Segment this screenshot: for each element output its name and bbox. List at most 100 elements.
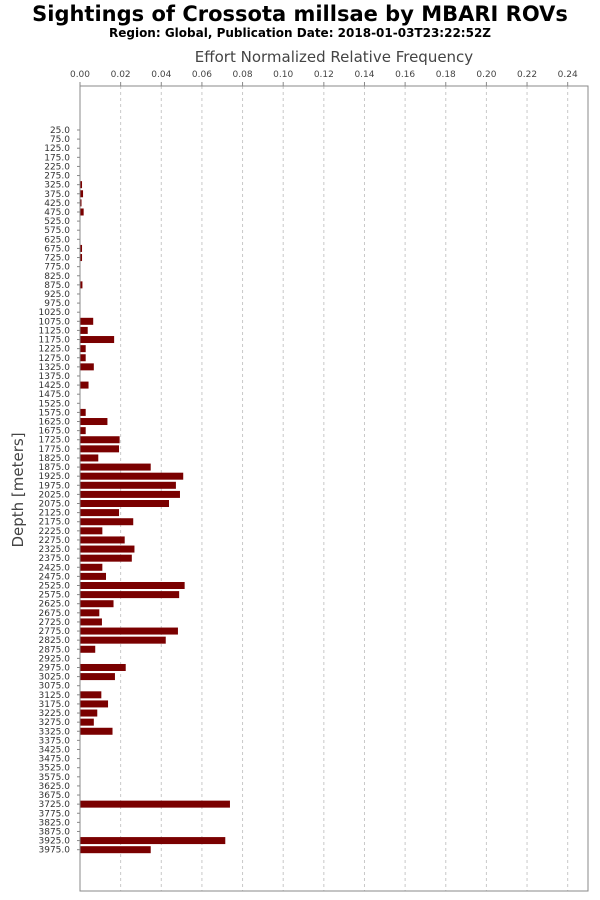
y-tick-label: 2875.0 bbox=[39, 645, 71, 655]
y-tick-label: 3425.0 bbox=[39, 745, 71, 755]
y-tick-label: 1375.0 bbox=[39, 372, 71, 382]
x-tick-label: 0.22 bbox=[517, 70, 537, 80]
bar-1425.0 bbox=[80, 381, 89, 389]
y-tick-label: 425.0 bbox=[44, 199, 70, 209]
y-tick-label: 825.0 bbox=[44, 272, 70, 282]
y-tick-label: 2525.0 bbox=[39, 582, 71, 592]
y-tick-label: 2375.0 bbox=[39, 554, 71, 564]
bar-2825.0 bbox=[80, 636, 166, 644]
bar-1925.0 bbox=[80, 472, 184, 480]
y-tick-label: 2275.0 bbox=[39, 536, 71, 546]
bar-1725.0 bbox=[80, 436, 120, 444]
y-tick-label: 575.0 bbox=[44, 226, 70, 236]
bar-2375.0 bbox=[80, 554, 132, 562]
y-tick-label: 2075.0 bbox=[39, 500, 71, 510]
y-tick-label: 3775.0 bbox=[39, 809, 71, 819]
bar-2775.0 bbox=[80, 627, 178, 635]
y-tick-label: 2325.0 bbox=[39, 545, 71, 555]
bar-3175.0 bbox=[80, 700, 109, 708]
y-tick-label: 3875.0 bbox=[39, 827, 71, 837]
y-tick-label: 925.0 bbox=[44, 290, 70, 300]
y-tick-label: 2975.0 bbox=[39, 663, 71, 673]
y-tick-label: 325.0 bbox=[44, 181, 70, 191]
bar-2025.0 bbox=[80, 490, 180, 498]
y-tick-label: 3825.0 bbox=[39, 818, 71, 828]
bar-2525.0 bbox=[80, 582, 185, 589]
y-tick-label: 2025.0 bbox=[39, 490, 71, 500]
y-tick-label: 1725.0 bbox=[39, 436, 71, 446]
bar-2575.0 bbox=[80, 591, 180, 599]
y-tick-label: 1775.0 bbox=[39, 445, 71, 455]
y-tick-label: 1425.0 bbox=[39, 381, 71, 391]
y-tick-label: 3075.0 bbox=[39, 682, 71, 692]
x-tick-label: 0.04 bbox=[151, 70, 171, 80]
y-tick-label: 1325.0 bbox=[39, 363, 71, 373]
bar-3725.0 bbox=[80, 800, 230, 808]
y-tick-label: 3025.0 bbox=[39, 673, 71, 683]
y-tick-label: 2825.0 bbox=[39, 636, 71, 646]
y-tick-label: 1075.0 bbox=[39, 317, 71, 327]
y-tick-label: 175.0 bbox=[44, 153, 70, 163]
y-tick-label: 3225.0 bbox=[39, 709, 71, 719]
bar-2475.0 bbox=[80, 572, 107, 580]
y-tick-label: 2675.0 bbox=[39, 609, 71, 619]
bar-675.0 bbox=[80, 244, 83, 252]
x-tick-label: 0.10 bbox=[273, 70, 293, 80]
y-tick-label: 1275.0 bbox=[39, 354, 71, 364]
bars bbox=[80, 181, 230, 854]
y-tick-label: 1175.0 bbox=[39, 336, 71, 346]
y-tick-label: 3275.0 bbox=[39, 718, 71, 728]
bar-1875.0 bbox=[80, 463, 151, 471]
bar-375.0 bbox=[80, 190, 84, 198]
y-tick-label: 3525.0 bbox=[39, 764, 71, 774]
bar-2075.0 bbox=[80, 500, 170, 508]
y-tick-label: 225.0 bbox=[44, 162, 70, 172]
y-tick-label: 2625.0 bbox=[39, 600, 71, 610]
x-tick-label: 0.14 bbox=[354, 70, 374, 80]
y-tick-label: 3375.0 bbox=[39, 736, 71, 746]
bar-1075.0 bbox=[80, 317, 94, 325]
y-tick-label: 475.0 bbox=[44, 208, 70, 218]
bar-3925.0 bbox=[80, 837, 226, 845]
y-tick-label: 1575.0 bbox=[39, 408, 71, 418]
y-tick-label: 725.0 bbox=[44, 254, 70, 264]
y-tick-label: 3325.0 bbox=[39, 727, 71, 737]
y-tick-label: 1825.0 bbox=[39, 454, 71, 464]
bar-2675.0 bbox=[80, 609, 100, 617]
bar-3225.0 bbox=[80, 709, 98, 717]
bar-1975.0 bbox=[80, 481, 176, 489]
bar-1325.0 bbox=[80, 363, 94, 371]
chart-title: Sightings of Crossota millsae by MBARI R… bbox=[32, 2, 568, 26]
bar-2225.0 bbox=[80, 527, 103, 535]
y-tick-label: 525.0 bbox=[44, 217, 70, 227]
bar-1575.0 bbox=[80, 408, 86, 416]
y-axis-label: Depth [meters] bbox=[9, 432, 27, 547]
bar-1625.0 bbox=[80, 418, 108, 426]
bar-3975.0 bbox=[80, 846, 151, 854]
y-tick-label: 2225.0 bbox=[39, 527, 71, 537]
bar-1275.0 bbox=[80, 354, 86, 362]
bar-1825.0 bbox=[80, 454, 99, 462]
y-tick-label: 775.0 bbox=[44, 263, 70, 273]
bar-2175.0 bbox=[80, 518, 134, 526]
y-tick-label: 1625.0 bbox=[39, 418, 71, 428]
x-tick-label: 0.24 bbox=[558, 70, 578, 80]
bar-3025.0 bbox=[80, 673, 115, 681]
y-tick-label: 1525.0 bbox=[39, 399, 71, 409]
bar-725.0 bbox=[80, 254, 83, 262]
bar-2425.0 bbox=[80, 563, 103, 571]
y-tick-label: 375.0 bbox=[44, 190, 70, 200]
bar-475.0 bbox=[80, 208, 84, 216]
y-tick-label: 3675.0 bbox=[39, 791, 71, 801]
y-tick-label: 3925.0 bbox=[39, 837, 71, 847]
bar-1675.0 bbox=[80, 427, 86, 435]
y-tick-label: 1225.0 bbox=[39, 345, 71, 355]
x-axis-label: Effort Normalized Relative Frequency bbox=[195, 48, 474, 66]
y-tick-label: 1925.0 bbox=[39, 472, 71, 482]
y-tick-label: 3125.0 bbox=[39, 691, 71, 701]
x-tick-label: 0.02 bbox=[111, 70, 131, 80]
bar-2325.0 bbox=[80, 545, 135, 553]
y-tick-label: 2425.0 bbox=[39, 563, 71, 573]
bar-3125.0 bbox=[80, 691, 102, 699]
